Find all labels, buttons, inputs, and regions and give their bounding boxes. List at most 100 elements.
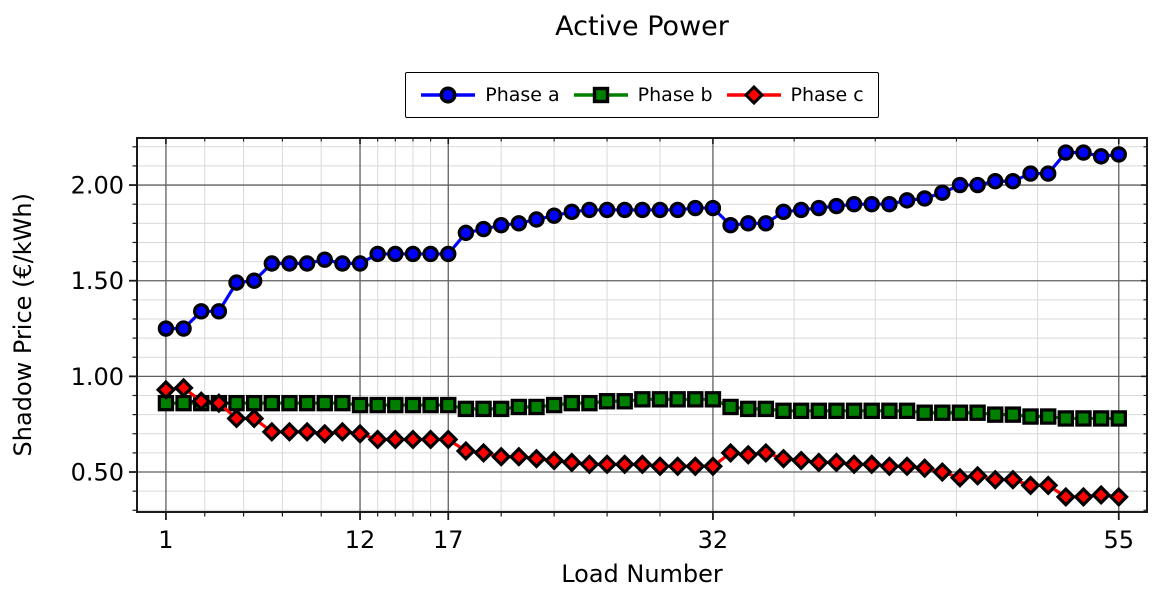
marker-phase-b xyxy=(969,404,986,421)
marker-phase-b xyxy=(316,394,333,412)
x-axis-label: Load Number xyxy=(561,560,723,588)
marker-phase-c xyxy=(1091,484,1112,506)
marker-phase-a xyxy=(634,201,651,219)
marker-phase-c xyxy=(1073,486,1094,507)
marker-phase-a xyxy=(404,245,422,263)
marker-phase-b xyxy=(245,394,263,412)
marker-phase-a xyxy=(228,274,245,291)
marker-phase-c xyxy=(949,467,971,488)
x-tick-label: 1 xyxy=(158,526,173,554)
marker-phase-c xyxy=(579,454,600,475)
marker-phase-c xyxy=(261,421,282,442)
marker-phase-c xyxy=(985,469,1006,490)
marker-phase-c xyxy=(667,456,688,477)
marker-phase-b xyxy=(263,394,281,412)
marker-phase-b xyxy=(828,402,845,420)
marker-phase-c xyxy=(967,465,988,486)
marker-phase-a xyxy=(740,215,757,232)
marker-phase-c xyxy=(614,454,635,475)
marker-phase-a xyxy=(193,303,210,320)
marker-phase-a xyxy=(810,199,828,217)
marker-phase-a xyxy=(422,245,439,263)
y-tick-label: 2.00 xyxy=(71,172,124,200)
marker-phase-a xyxy=(245,272,263,289)
marker-phase-a xyxy=(1057,144,1075,161)
marker-phase-b xyxy=(1022,408,1039,425)
marker-phase-a xyxy=(1039,165,1057,182)
marker-phase-c xyxy=(826,452,847,473)
marker-phase-b xyxy=(722,398,739,416)
marker-phase-b xyxy=(545,396,563,414)
marker-phase-b xyxy=(581,394,598,412)
marker-phase-b xyxy=(987,406,1004,423)
marker-phase-c xyxy=(808,452,829,473)
marker-phase-c xyxy=(649,456,671,477)
marker-phase-c xyxy=(473,442,494,463)
marker-phase-b xyxy=(351,396,369,414)
marker-phase-a xyxy=(369,245,386,263)
marker-phase-a xyxy=(281,255,298,272)
marker-phase-b xyxy=(510,398,528,416)
marker-phase-c xyxy=(896,456,918,477)
marker-phase-b xyxy=(687,391,704,408)
marker-phase-c xyxy=(773,448,794,469)
marker-phase-a xyxy=(987,173,1004,190)
marker-phase-b xyxy=(863,402,880,420)
marker-phase-b xyxy=(1110,410,1127,427)
marker-phase-b xyxy=(898,402,916,420)
marker-phase-b xyxy=(881,402,898,420)
marker-phase-b xyxy=(475,400,492,418)
marker-phase-b xyxy=(934,404,951,421)
marker-phase-c xyxy=(385,429,406,450)
marker-phase-c xyxy=(155,379,177,400)
marker-phase-c xyxy=(561,452,582,473)
marker-phase-c xyxy=(508,446,529,467)
marker-phase-a xyxy=(722,217,739,234)
x-tick-label: 32 xyxy=(698,526,729,554)
marker-phase-a xyxy=(475,220,492,238)
marker-phase-b xyxy=(369,396,386,414)
marker-phase-a xyxy=(457,224,475,242)
marker-phase-c xyxy=(1108,486,1129,507)
marker-phase-a xyxy=(157,320,175,337)
marker-phase-a xyxy=(651,201,669,219)
marker-phase-c xyxy=(402,429,424,450)
marker-phase-a xyxy=(510,215,528,232)
marker-phase-c xyxy=(861,454,882,475)
marker-phase-b xyxy=(228,394,245,412)
marker-phase-a xyxy=(528,211,545,228)
marker-phase-a xyxy=(175,320,192,337)
marker-phase-b xyxy=(1092,410,1110,427)
marker-phase-a xyxy=(387,245,404,263)
marker-phase-b xyxy=(634,391,651,408)
marker-phase-a xyxy=(316,251,333,268)
marker-phase-a xyxy=(881,195,898,213)
marker-phase-b xyxy=(669,391,686,408)
marker-phase-b xyxy=(281,394,298,412)
x-tick-label: 17 xyxy=(433,526,464,554)
marker-phase-b xyxy=(651,391,669,408)
marker-phase-a xyxy=(757,215,775,232)
marker-phase-a xyxy=(492,217,510,234)
marker-phase-b xyxy=(563,394,580,412)
marker-phase-a xyxy=(1004,173,1022,190)
marker-phase-c xyxy=(632,454,653,475)
marker-phase-b xyxy=(916,404,933,421)
marker-phase-a xyxy=(1092,148,1110,165)
marker-phase-c xyxy=(597,454,618,475)
marker-phase-b xyxy=(740,400,757,418)
marker-phase-c xyxy=(455,440,476,462)
marker-phase-c xyxy=(349,423,371,444)
marker-phase-c xyxy=(685,456,706,477)
marker-phase-b xyxy=(440,396,457,414)
marker-phase-a xyxy=(1110,146,1127,163)
marker-phase-a xyxy=(687,199,704,217)
marker-phase-a xyxy=(898,192,916,209)
marker-phase-a xyxy=(263,255,281,272)
marker-phase-c xyxy=(932,461,953,483)
marker-phase-b xyxy=(757,400,775,418)
marker-phase-b xyxy=(492,400,510,418)
marker-phase-a xyxy=(210,303,228,320)
marker-phase-a xyxy=(704,199,722,217)
